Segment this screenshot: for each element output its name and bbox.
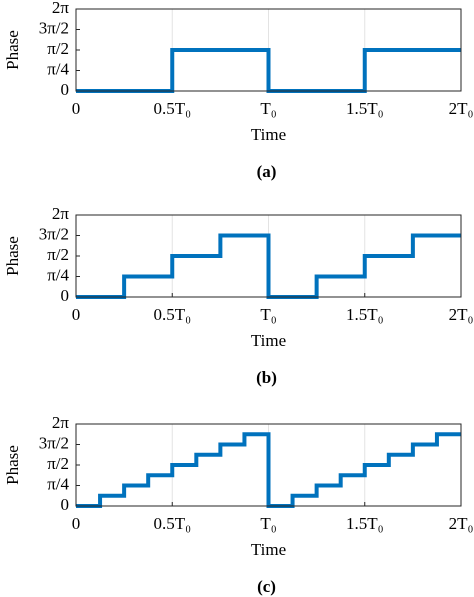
y-tick-label: π/4	[47, 59, 69, 78]
y-tick-label: 0	[61, 286, 70, 305]
x-axis-label: Time	[251, 540, 286, 559]
axes-frame	[75, 8, 462, 92]
caption: (b)	[256, 368, 277, 387]
x-tick-label: 2T₀	[449, 305, 474, 324]
y-axis-label: Phase	[3, 445, 22, 485]
x-tick-label: 0	[72, 99, 81, 118]
phase-line	[76, 233, 461, 299]
x-axis-label: Time	[251, 125, 286, 144]
phase-line	[76, 432, 461, 508]
y-tick-label: π/4	[47, 474, 69, 493]
x-tick-label: 1.5T₀	[346, 99, 384, 118]
x-tick-label: T₀	[260, 99, 276, 118]
y-tick-label: 0	[61, 495, 70, 514]
phase-line	[76, 48, 461, 93]
caption: (a)	[257, 162, 277, 181]
y-tick-label: 3π/2	[39, 433, 69, 452]
y-tick-label: 3π/2	[39, 224, 69, 243]
y-tick-label: π/2	[47, 245, 69, 264]
y-axis-label: Phase	[3, 30, 22, 70]
y-tick-label: π/2	[47, 39, 69, 58]
y-tick-label: 2π	[52, 0, 70, 17]
y-tick-label: 2π	[52, 413, 70, 432]
caption: (c)	[257, 577, 276, 596]
y-axis-label: Phase	[3, 236, 22, 276]
axes-frame	[75, 423, 462, 507]
y-tick-label: 3π/2	[39, 18, 69, 37]
y-tick-label: 0	[61, 80, 70, 99]
x-tick-label: 1.5T₀	[346, 305, 384, 324]
x-tick-label: T₀	[260, 514, 276, 533]
x-tick-label: 0	[72, 514, 81, 533]
x-tick-label: 0.5T₀	[153, 305, 191, 324]
y-tick-label: π/2	[47, 454, 69, 473]
x-tick-label: 0	[72, 305, 81, 324]
x-tick-label: 2T₀	[449, 514, 474, 533]
x-tick-label: 2T₀	[449, 99, 474, 118]
x-axis-label: Time	[251, 331, 286, 350]
x-tick-label: T₀	[260, 305, 276, 324]
x-tick-label: 1.5T₀	[346, 514, 384, 533]
y-tick-label: π/4	[47, 265, 69, 284]
x-tick-label: 0.5T₀	[153, 514, 191, 533]
axes-frame	[75, 214, 462, 298]
y-tick-label: 2π	[52, 204, 70, 223]
x-tick-label: 0.5T₀	[153, 99, 191, 118]
